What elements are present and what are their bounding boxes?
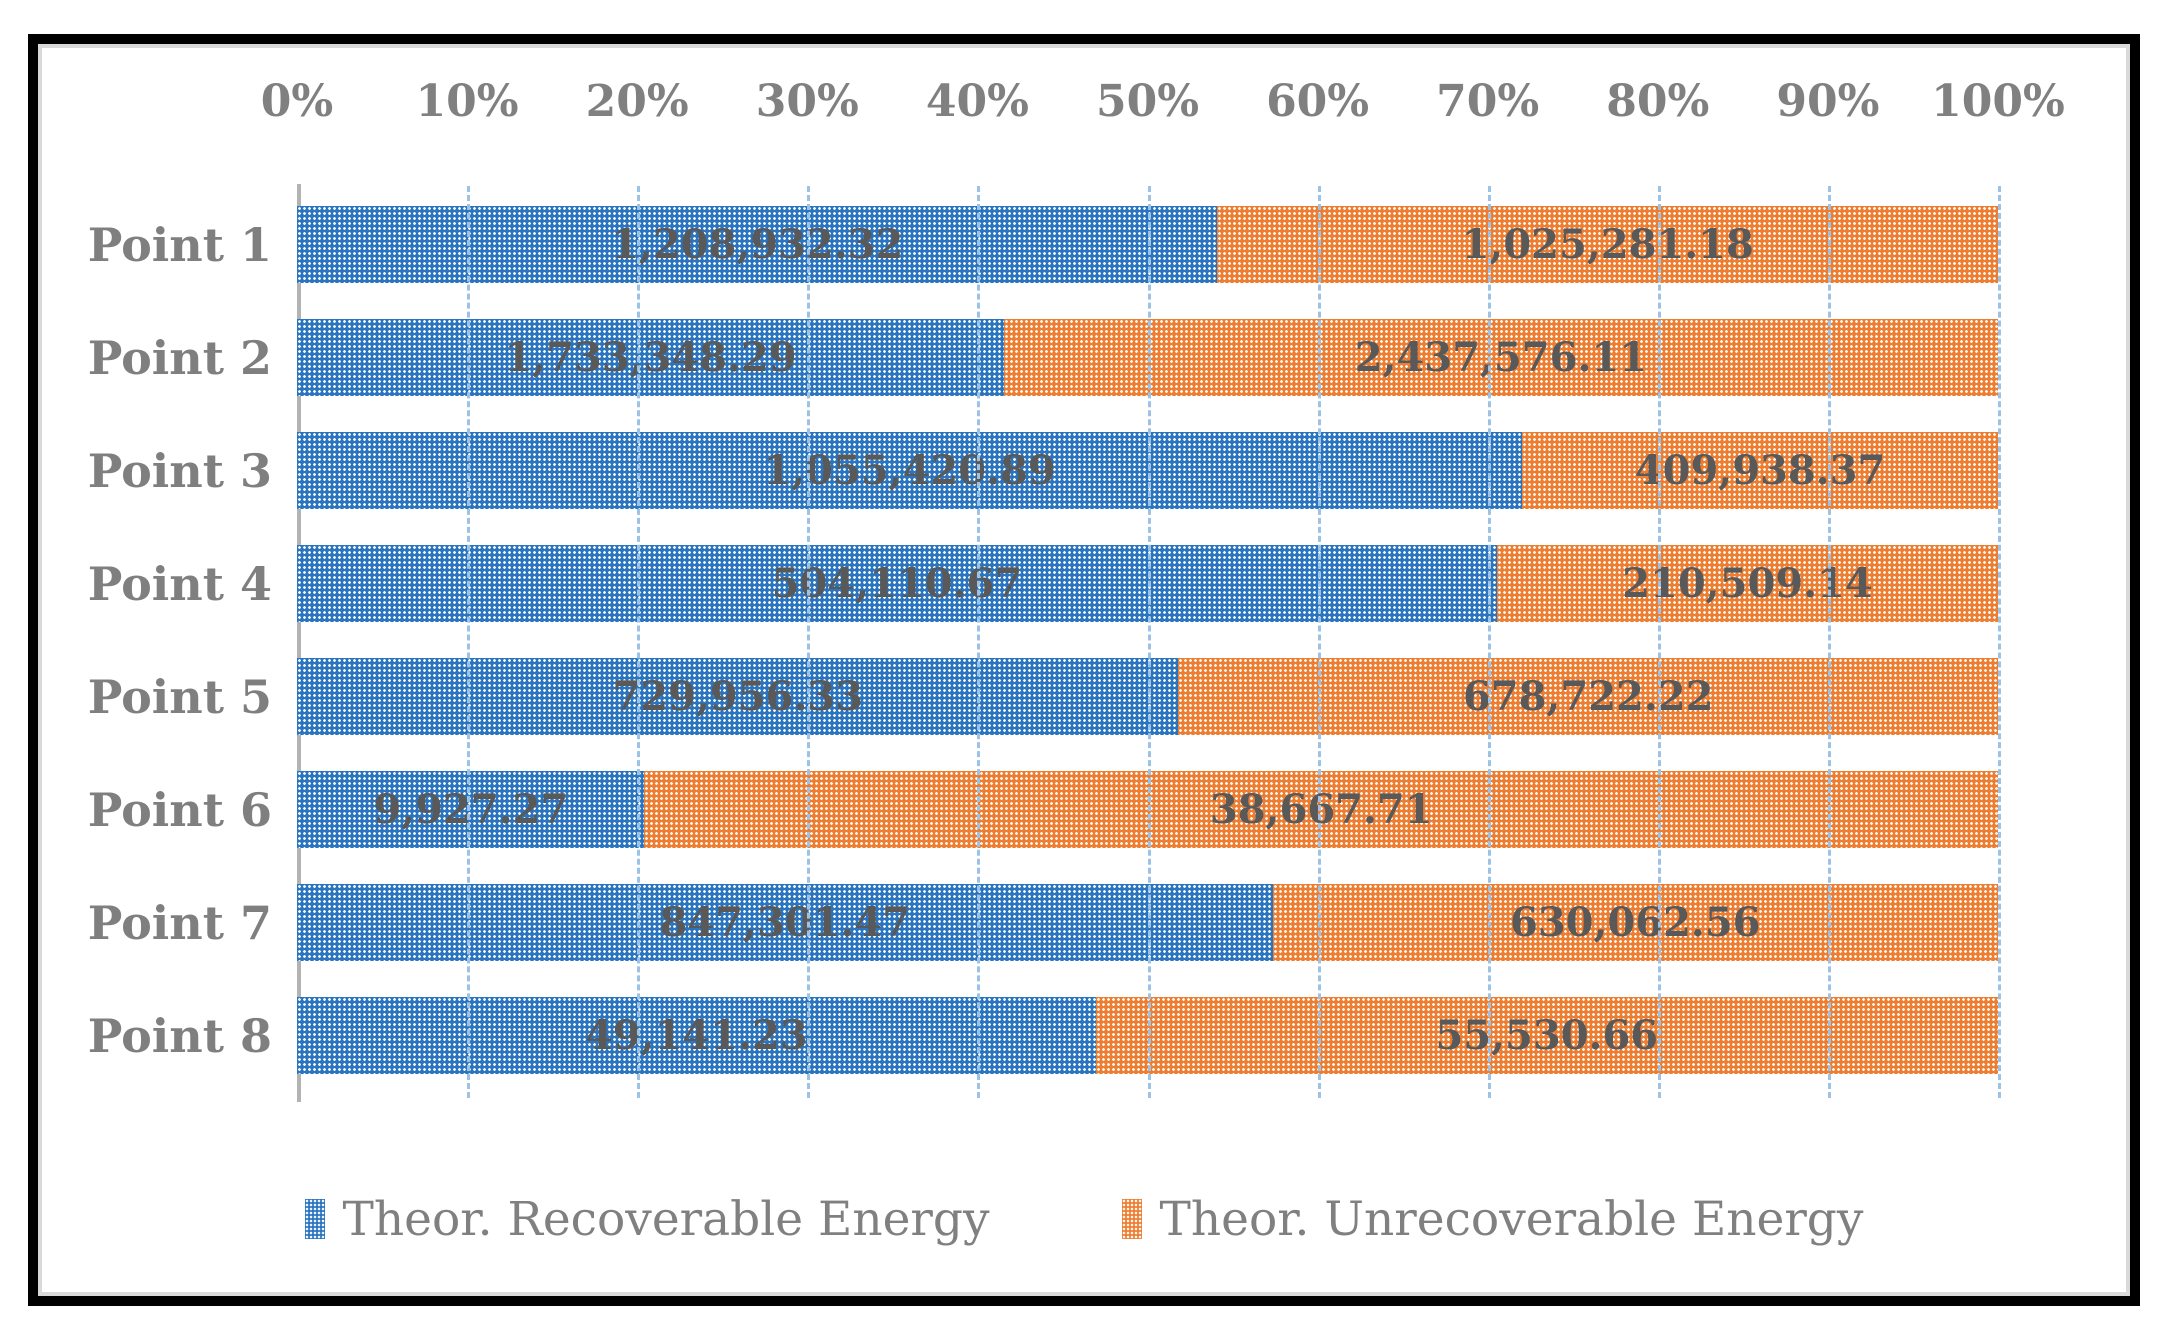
category-label: Point 4 (87, 556, 272, 611)
category-label: Point 3 (87, 443, 272, 498)
bar-segment-recoverable: 1,055,420.89 (297, 432, 1523, 509)
category-label: Point 5 (87, 669, 272, 724)
bar-value-label: 2,437,576.11 (1354, 334, 1648, 381)
bar-row: 9,927.27 38,667.71 (297, 771, 1998, 848)
legend-swatch-recoverable-icon (304, 1199, 325, 1239)
bar-value-label: 847,301.47 (659, 899, 911, 946)
gridline (1998, 186, 2001, 1098)
x-tick-label: 90% (1776, 76, 1880, 127)
bar-value-label: 49,141.23 (584, 1012, 808, 1059)
gridline (1827, 186, 1831, 1098)
x-tick-label: 70% (1436, 76, 1540, 127)
bar-segment-unrecoverable: 55,530.66 (1095, 997, 1998, 1074)
bar-value-label: 1,025,281.18 (1461, 221, 1754, 268)
bar-segment-unrecoverable: 38,667.71 (644, 771, 1998, 848)
bar-value-label: 678,722.22 (1462, 673, 1714, 720)
bar-row: 847,301.47 630,062.56 (297, 884, 1998, 961)
gridline (807, 186, 811, 1098)
bar-value-label: 55,530.66 (1435, 1012, 1659, 1059)
legend-item-unrecoverable: Theor. Unrecoverable Energy (1121, 1191, 1864, 1247)
legend-item-recoverable: Theor. Recoverable Energy (304, 1191, 990, 1247)
gridline (1487, 186, 1491, 1098)
bar-segment-unrecoverable: 630,062.56 (1272, 884, 1998, 961)
bar-segment-recoverable: 729,956.33 (297, 658, 1179, 735)
x-tick-label: 20% (585, 76, 689, 127)
bar-value-label: 9,927.27 (373, 786, 569, 833)
gridline (1657, 186, 1661, 1098)
x-tick-label: 80% (1606, 76, 1710, 127)
category-label: Point 8 (87, 1008, 272, 1063)
gridline (1317, 186, 1321, 1098)
legend-swatch-unrecoverable-icon (1121, 1199, 1142, 1239)
x-tick-label: 30% (755, 76, 859, 127)
bar-segment-unrecoverable: 1,025,281.18 (1217, 206, 1998, 283)
bar-row: 49,141.23 55,530.66 (297, 997, 1998, 1074)
category-label: Point 7 (87, 895, 272, 950)
bar-value-label: 1,208,932.32 (611, 221, 904, 268)
bar-segment-recoverable: 847,301.47 (297, 884, 1273, 961)
bar-row: 1,733,348.29 2,437,576.11 (297, 319, 1998, 396)
bar-value-label: 1,055,420.89 (763, 447, 1056, 494)
bar-segment-unrecoverable: 409,938.37 (1522, 432, 1998, 509)
chart-frame: 0% 10% 20% 30% 40% 50% 60% 70% 80% 90% 100% Point … (28, 34, 2140, 1306)
bar-segment-recoverable: 1,208,932.32 (297, 206, 1218, 283)
legend-label-unrecoverable: Theor. Unrecoverable Energy (1159, 1191, 1864, 1247)
category-label: Point 2 (87, 330, 272, 385)
bar-row: 729,956.33 678,722.22 (297, 658, 1998, 735)
bar-segment-recoverable: 504,110.67 (297, 545, 1497, 622)
x-tick-label: 50% (1095, 76, 1200, 127)
chart-inner-border: 0% 10% 20% 30% 40% 50% 60% 70% 80% 90% 100% Point … (38, 44, 2130, 1296)
bar-row: 1,208,932.32 1,025,281.18 (297, 206, 1998, 283)
bar-value-label: 1,733,348.29 (504, 334, 797, 381)
gridline (977, 186, 981, 1098)
bar-segment-recoverable: 1,733,348.29 (297, 319, 1004, 396)
x-tick-label: 100% (1931, 76, 2065, 127)
bar-segment-unrecoverable: 2,437,576.11 (1003, 319, 1998, 396)
bar-value-label: 409,938.37 (1634, 447, 1886, 494)
x-tick-label: 0% (260, 76, 334, 127)
gridline (1147, 186, 1151, 1098)
category-label: Point 1 (87, 217, 272, 272)
bar-value-label: 504,110.67 (771, 560, 1023, 607)
gridline (637, 186, 641, 1098)
bar-segment-recoverable: 49,141.23 (297, 997, 1096, 1074)
x-tick-label: 40% (925, 76, 1029, 127)
bar-segment-recoverable: 9,927.27 (297, 771, 645, 848)
plot-area: 1,208,932.32 1,025,281.18 1,733,348.29 2,43… (297, 184, 2001, 1102)
gridline (467, 186, 471, 1098)
bar-value-label: 210,509.14 (1622, 560, 1873, 607)
legend: Theor. Recoverable Energy Theor. Unrecov… (42, 1184, 2126, 1254)
x-tick-label: 10% (415, 76, 519, 127)
value-axis-line (297, 184, 301, 1102)
x-axis-ticks: 0% 10% 20% 30% 40% 50% 60% 70% 80% 90% 100% (261, 76, 2065, 142)
legend-label-recoverable: Theor. Recoverable Energy (342, 1191, 990, 1247)
bar-row: 504,110.67 210,509.14 (297, 545, 1998, 622)
x-tick-label: 60% (1266, 76, 1370, 127)
bar-segment-unrecoverable: 210,509.14 (1496, 545, 1998, 622)
bar-value-label: 38,667.71 (1209, 786, 1433, 833)
bar-segment-unrecoverable: 678,722.22 (1178, 658, 1998, 735)
category-label: Point 6 (87, 782, 272, 837)
bar-value-label: 729,956.33 (612, 673, 863, 720)
bar-value-label: 630,062.56 (1510, 899, 1761, 946)
